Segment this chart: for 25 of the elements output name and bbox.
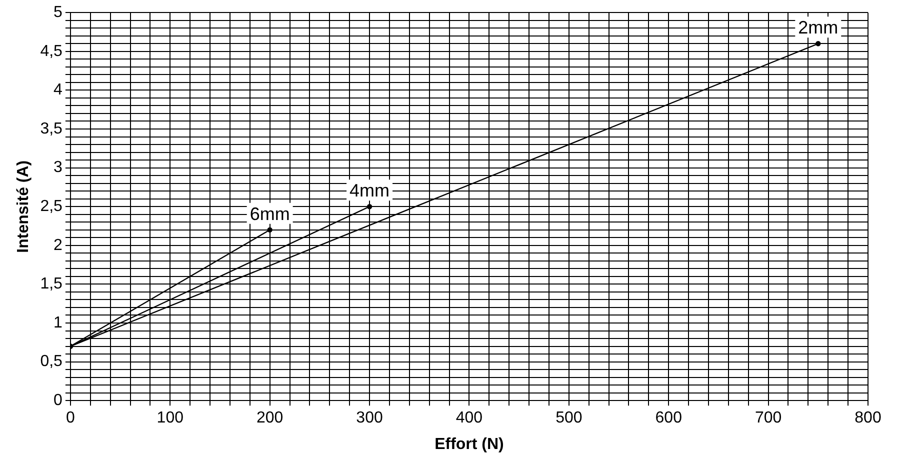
x-tick-label: 800 [854,410,882,427]
y-tick-label: 2 [54,236,63,254]
y-tick-label: 0 [54,392,63,410]
x-tick-label: 500 [556,410,582,427]
x-tick-label: 0 [66,410,75,427]
x-axis-title: Effort (N) [434,436,504,453]
y-tick-label: 1 [54,314,63,332]
y-tick-label: 4,5 [40,42,63,60]
x-tick-label: 400 [456,410,483,427]
y-tick-label: 0,5 [40,353,63,370]
y-tick-label: 1,5 [40,276,63,293]
y-tick-label: 3 [54,159,63,176]
x-tick-label: 300 [356,410,383,427]
series-label: 4mm [350,180,390,201]
series-label: 2mm [798,18,838,38]
y-tick-label: 5 [54,4,63,22]
y-tick-label: 4 [54,82,63,99]
series-label: 6mm [250,204,290,224]
y-tick-label: 3,5 [40,120,63,138]
x-tick-label: 100 [156,410,184,427]
y-axis-title: Intensité (A) [15,160,32,253]
x-tick-label: 700 [754,410,782,427]
x-tick-label: 600 [655,410,682,427]
y-tick-label: 2,5 [40,198,63,216]
x-tick-label: 200 [256,410,284,427]
